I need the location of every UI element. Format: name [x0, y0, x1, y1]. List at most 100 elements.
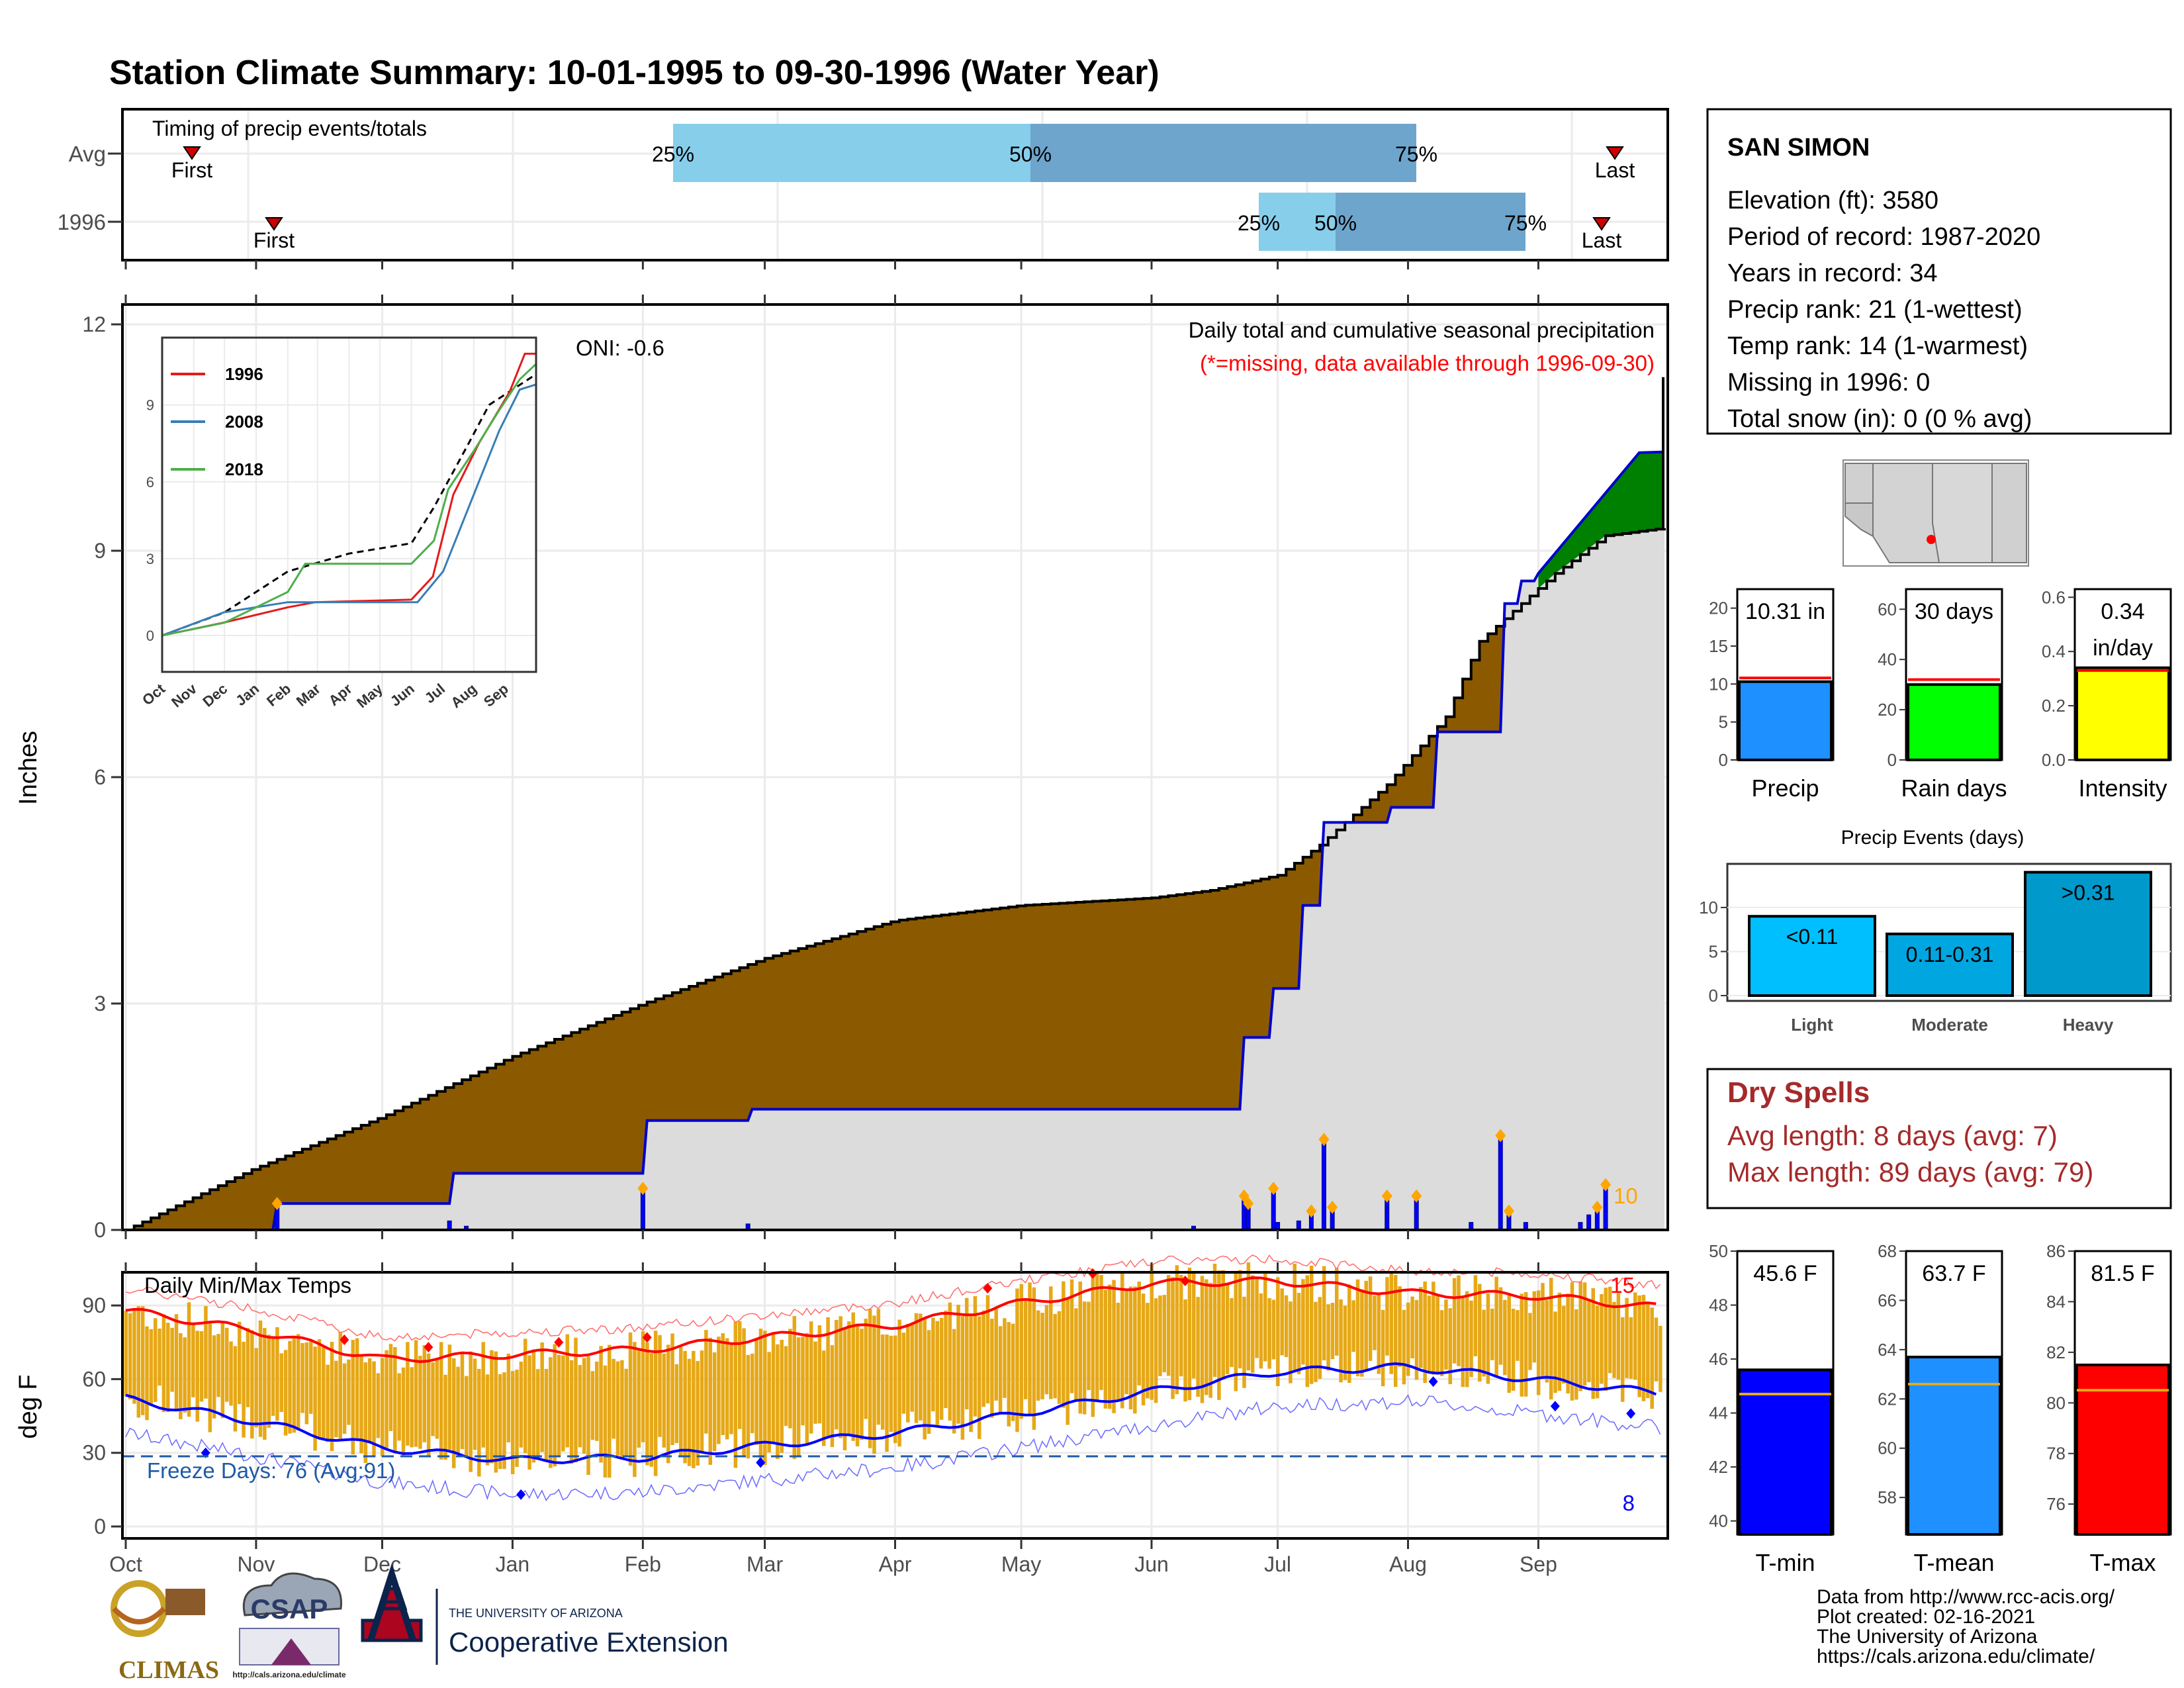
intensity-mini-value-text: 0.34	[2101, 599, 2144, 624]
inset-month-label: Mar	[293, 680, 324, 710]
daily-temp-bar	[569, 1360, 574, 1464]
daily-temp-bar	[1473, 1275, 1478, 1356]
daily-temp-bar	[1490, 1308, 1494, 1360]
daily-temp-bar	[582, 1358, 586, 1454]
record-high-marker	[340, 1335, 349, 1346]
daily-precip-bar	[1603, 1184, 1608, 1231]
tmax-mini-label: T-max	[2089, 1549, 2156, 1576]
daily-temp-bar	[1414, 1299, 1419, 1380]
daily-temp-bar	[1355, 1279, 1360, 1377]
surplus-area	[1538, 451, 1664, 588]
daily-temp-bar	[549, 1357, 553, 1468]
avg-min-line	[125, 1362, 1657, 1464]
month-label: May	[1001, 1552, 1041, 1576]
daily-temp-bar	[1360, 1289, 1364, 1377]
daily-temp-bar	[128, 1313, 132, 1399]
record-low-marker	[1428, 1376, 1438, 1387]
daily-temp-bar	[1435, 1293, 1439, 1374]
daily-temp-bar	[1019, 1284, 1024, 1419]
daily-temp-bar	[1057, 1311, 1062, 1404]
daily-temp-bar	[1255, 1279, 1259, 1358]
avg-max-line	[125, 1276, 1657, 1363]
daily-temp-bar	[784, 1346, 788, 1427]
daily-temp-bar	[1192, 1272, 1196, 1379]
daily-temp-bar	[889, 1335, 893, 1432]
footer-credits: Data from http://www.rcc-acis.org/ Plot …	[1817, 1586, 2115, 1667]
precip-mini-label: Precip	[1751, 774, 1819, 802]
daily-temp-bar	[960, 1316, 965, 1440]
daily-temp-bar	[381, 1358, 385, 1457]
events-bar	[1886, 932, 2014, 998]
daily-temp-bar	[1641, 1295, 1646, 1401]
daily-temp-bar	[561, 1355, 565, 1452]
daily-temp-bar	[1154, 1298, 1158, 1403]
csap-url: http://cals.arizona.edu/climate	[232, 1670, 346, 1679]
inset-month-label: Feb	[263, 680, 294, 710]
daily-temp-bar	[271, 1336, 275, 1416]
daily-temp-bar	[931, 1317, 935, 1412]
precip-event-marker	[1306, 1204, 1317, 1218]
events-bar-label: Light	[1791, 1015, 1833, 1035]
yr-first-marker	[265, 217, 283, 231]
daily-temp-bar	[1410, 1296, 1414, 1358]
daily-temp-bar	[796, 1337, 801, 1458]
inset-avg-line	[161, 373, 537, 637]
raindays-mini-value-text: 30 days	[1915, 599, 1993, 624]
daily-temp-bar	[216, 1334, 220, 1397]
daily-temp-bar	[183, 1337, 187, 1413]
daily-temp-bar	[1162, 1295, 1167, 1373]
precip-event-marker	[1381, 1189, 1392, 1203]
daily-temp-bar	[1570, 1282, 1574, 1401]
daily-temp-bar	[792, 1316, 797, 1460]
daily-temp-bar	[494, 1351, 498, 1473]
inset-ytick-label: 9	[146, 397, 154, 414]
daily-temp-bar	[1377, 1293, 1381, 1374]
daily-temp-bar	[708, 1337, 712, 1465]
temp-title: Daily Min/Max Temps	[144, 1273, 351, 1297]
daily-temp-bar	[964, 1297, 969, 1409]
daily-temp-bar	[263, 1328, 267, 1440]
daily-temp-bar	[242, 1341, 246, 1438]
daily-temp-bar	[187, 1302, 191, 1417]
mini-ytick-label: 86	[2046, 1241, 2066, 1261]
mini-ytick-label: 5	[1719, 712, 1728, 732]
mini-ytick-label: 80	[2046, 1393, 2066, 1413]
intensity-mini: 0.0 0.2 0.4 0.6 0.34 in/day Intensity	[2042, 587, 2172, 802]
daily-temp-bar	[199, 1331, 204, 1402]
daily-temp-bar	[1498, 1287, 1503, 1365]
mini-ytick-label: 64	[1878, 1340, 1897, 1360]
daily-temp-bar	[553, 1344, 557, 1467]
daily-temp-bar	[418, 1356, 422, 1449]
daily-temp-bar	[692, 1350, 696, 1468]
daily-temp-bar	[1650, 1307, 1654, 1409]
daily-temp-bar	[1044, 1305, 1049, 1395]
daily-temp-bar	[283, 1350, 288, 1436]
daily-temp-bar	[1175, 1265, 1179, 1395]
yr-p50-label: 50%	[1314, 211, 1357, 235]
daily-temp-bar	[1457, 1275, 1461, 1366]
daily-temp-bar	[658, 1335, 662, 1437]
daily-temp-bar	[326, 1364, 330, 1442]
tmin-mini: 40 42 44 46 48 50 45.6 F T-min	[1709, 1241, 1835, 1576]
daily-temp-bar	[683, 1350, 687, 1464]
daily-temp-bar	[1318, 1297, 1322, 1380]
csap-logo: CSAP http://cals.arizona.edu/climate	[232, 1572, 346, 1679]
daily-temp-bar	[233, 1346, 238, 1432]
daily-temp-bar	[406, 1342, 410, 1446]
precip-event-marker	[1503, 1204, 1514, 1218]
station-line: Period of record: 1987-2020	[1727, 223, 2040, 251]
daily-temp-bar	[1465, 1291, 1469, 1387]
mini-ytick-label: 15	[1709, 636, 1728, 656]
temp-ytick-label: 0	[94, 1515, 106, 1538]
daily-temp-bar	[1023, 1301, 1028, 1399]
daily-temp-bar	[910, 1323, 914, 1412]
month-label: Nov	[237, 1552, 275, 1576]
daily-temp-bar	[1646, 1303, 1650, 1399]
yr-25-50-bar	[1259, 193, 1336, 251]
inset-series-line	[161, 352, 536, 637]
daily-temp-bar	[267, 1335, 271, 1428]
record-low-marker	[756, 1457, 766, 1468]
daily-temp-bar	[351, 1340, 355, 1455]
daily-temp-bar	[204, 1305, 208, 1399]
